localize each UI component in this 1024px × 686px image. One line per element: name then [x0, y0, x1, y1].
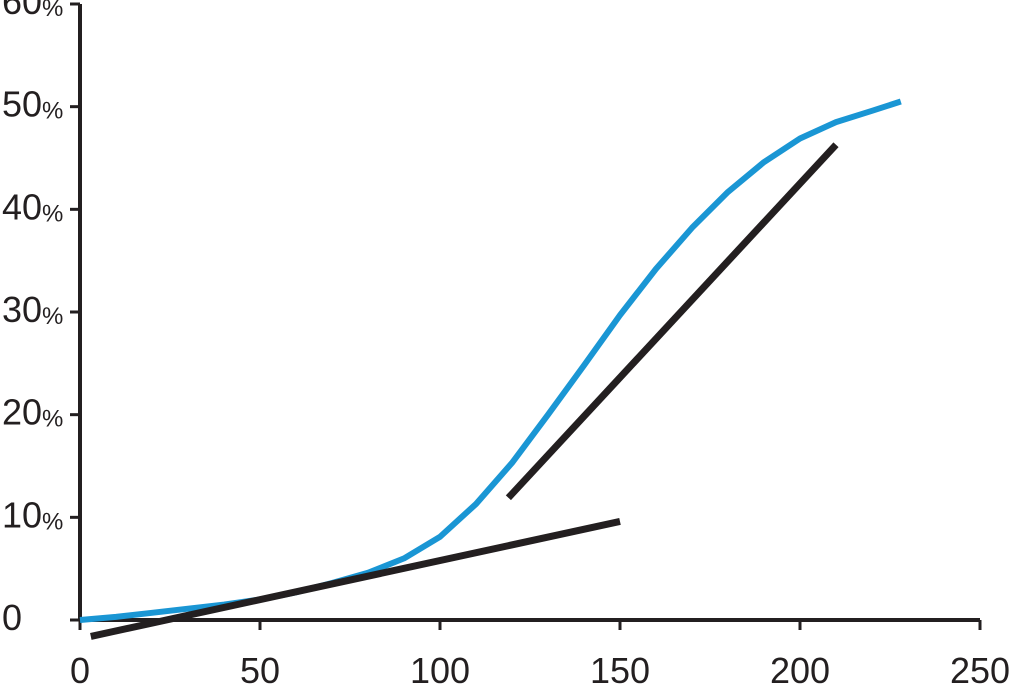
x-tick-label: 100	[410, 650, 470, 686]
y-tick-label: 10%	[2, 494, 63, 535]
x-tick-label: 200	[770, 650, 830, 686]
x-tick-label: 250	[950, 650, 1010, 686]
x-tick-label: 0	[70, 650, 90, 686]
y-tick-label: 40%	[2, 186, 63, 227]
y-tick-label: 20%	[2, 392, 63, 433]
tangent-line	[505, 142, 839, 501]
y-tick-label: 50%	[2, 84, 63, 125]
x-tick-label: 150	[590, 650, 650, 686]
y-tick-label: 60%	[2, 0, 63, 22]
x-tick-label: 50	[240, 650, 280, 686]
data-curve-line	[79, 98, 902, 623]
y-tick-label: 0	[2, 597, 22, 638]
tangent-line	[90, 517, 621, 640]
y-tick-label: 30%	[2, 289, 63, 330]
